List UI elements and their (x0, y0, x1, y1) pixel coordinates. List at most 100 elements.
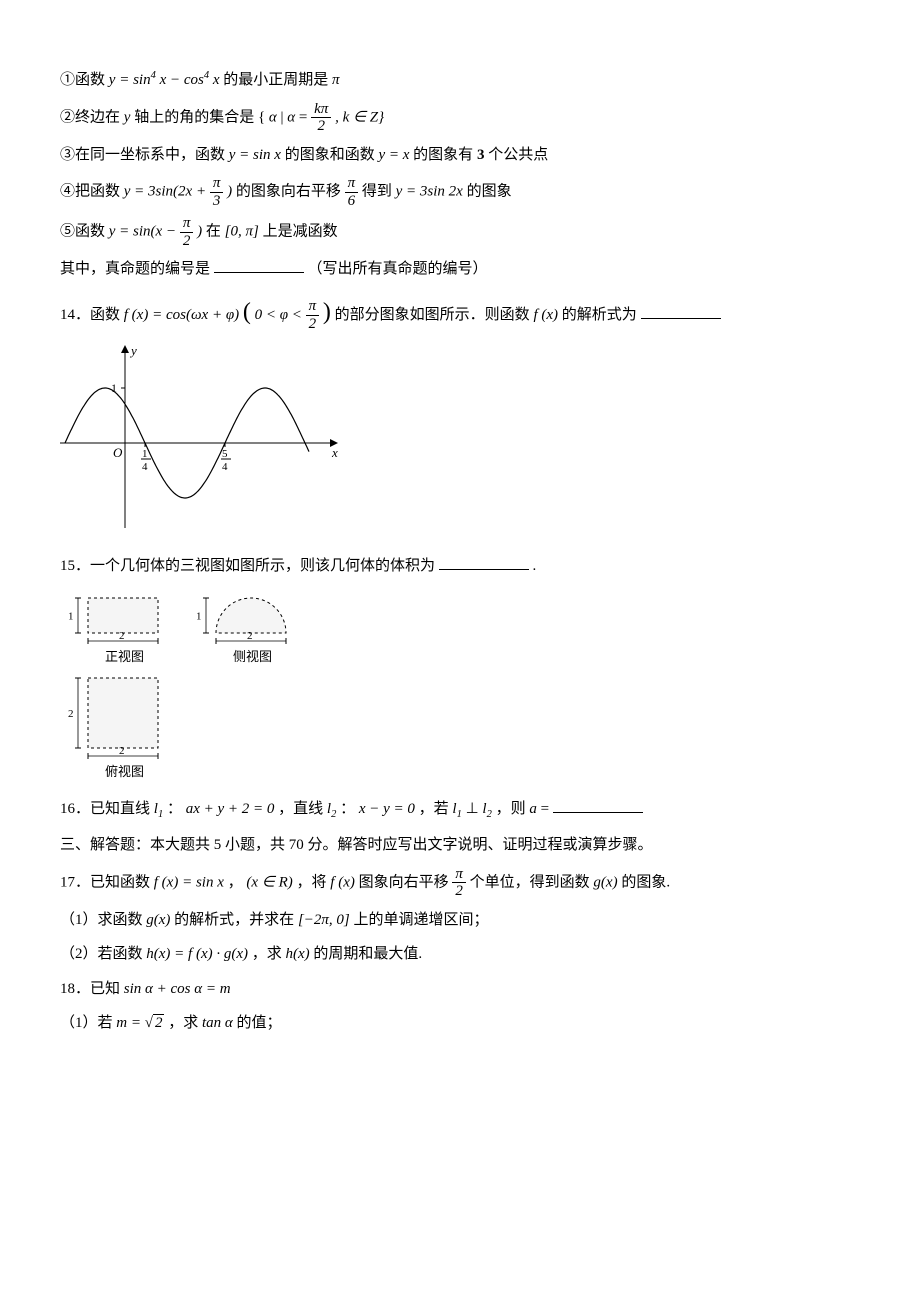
text: （1）若 (60, 1015, 116, 1031)
text: ，若 (419, 801, 453, 817)
text: ③在同一坐标系中，函数 (60, 147, 229, 163)
text: 的图象有 (413, 147, 477, 163)
text: 上的单调递增区间； (354, 912, 489, 928)
fraction: kπ 2 (311, 101, 331, 135)
tan: tan α (202, 1015, 233, 1031)
question-18-1: （1）若 m = √2 ，求 tan α 的值； (60, 1009, 860, 1038)
g: g(x) (146, 912, 170, 928)
question-17-1: （1）求函数 g(x) 的解析式，并求在 [−2π, 0] 上的单调递增区间； (60, 906, 860, 935)
answer-blank[interactable] (214, 257, 304, 273)
statement-2: ②终边在 y 轴上的角的集合是 { α | α = kπ 2 , k ∈ Z} (60, 101, 860, 135)
question-17-2: （2）若函数 h(x) = f (x) · g(x) ，求 h(x) 的周期和最… (60, 940, 860, 969)
svg-text:2: 2 (247, 630, 253, 642)
text: ①函数 (60, 72, 109, 88)
question-16: 16．已知直线 l1 ： ax + y + 2 = 0 ，直线 l2 ： x −… (60, 795, 860, 825)
math: y = sin4 x − cos4 x (109, 72, 224, 88)
text: 的周期和最大值. (313, 946, 422, 962)
svg-text:4: 4 (142, 461, 148, 473)
math: y = 3sin 2x (396, 183, 463, 199)
text: 的解析式，并求在 (174, 912, 298, 928)
text: 其中，真命题的编号是 (60, 261, 210, 277)
svg-text:1: 1 (68, 611, 74, 623)
l1: l1 (154, 801, 163, 817)
text: 得到 (362, 183, 396, 199)
eq1: ax + y + 2 = 0 (186, 801, 275, 817)
text: ④把函数 (60, 183, 124, 199)
svg-text:4: 4 (222, 461, 228, 473)
text: 14．函数 (60, 307, 124, 323)
svg-text:y: y (129, 343, 137, 358)
statement-4: ④把函数 y = 3sin(2x + π 3 ) 的图象向右平移 π 6 得到 … (60, 175, 860, 209)
text: 个单位，得到函数 (470, 874, 594, 890)
text: ，直线 (278, 801, 327, 817)
sqrt: √2 (145, 1014, 165, 1031)
svg-text:O: O (113, 445, 123, 460)
text: 轴上的角的集合是 { (134, 109, 265, 125)
math: y = x (378, 147, 409, 163)
eq: sin α + cos α = m (124, 981, 231, 997)
statement-5: ⑤函数 y = sin(x − π 2 ) 在 [0, π] 上是减函数 (60, 215, 860, 249)
text: 上是减函数 (263, 223, 338, 239)
text: ，则 (496, 801, 530, 817)
domain: (x ∈ R) (246, 874, 292, 890)
math: y = 3sin(2x + (124, 183, 210, 199)
g: g(x) (593, 874, 617, 890)
f: f (x) = sin x (154, 874, 224, 890)
side-view: 12侧视图 (188, 590, 298, 670)
paren-open: ( (243, 299, 251, 325)
cosine-chart: yxO11454 (60, 343, 860, 544)
text: 的解析式为 (562, 307, 637, 323)
l2: l2 (327, 801, 336, 817)
y-var: y (124, 109, 131, 125)
text: ②终边在 (60, 109, 124, 125)
text: （1）求函数 (60, 912, 146, 928)
svg-text:俯视图: 俯视图 (105, 764, 144, 779)
text: ⑤函数 (60, 223, 109, 239)
eq: = (299, 109, 311, 125)
eq: = (541, 801, 553, 817)
colon: ： (167, 801, 186, 817)
range: [0, π] (225, 223, 259, 239)
math: y = sin x (229, 147, 281, 163)
math: f (x) (533, 307, 558, 323)
text: 16．已知直线 (60, 801, 154, 817)
a: a (529, 801, 537, 817)
svg-text:x: x (331, 445, 338, 460)
chart-svg: yxO11454 (60, 343, 340, 533)
svg-text:2: 2 (119, 630, 125, 642)
views-row-2: 22俯视图 (60, 670, 860, 785)
math: f (x) = cos(ωx + φ) (124, 307, 239, 323)
question-18: 18．已知 sin α + cos α = m (60, 975, 860, 1004)
text: 的最小正周期是 (223, 72, 332, 88)
text: 17．已知函数 (60, 874, 154, 890)
bold3: 3 (477, 147, 485, 163)
text: 的部分图象如图所示．则函数 (335, 307, 534, 323)
text: 的值； (237, 1015, 282, 1031)
front-view: 1 2 正视图 (60, 590, 170, 670)
answer-blank[interactable] (641, 303, 721, 319)
text: ，求 (252, 946, 286, 962)
fraction: π 2 (452, 866, 466, 900)
perp: ⊥ (466, 801, 483, 817)
svg-text:正视图: 正视图 (105, 649, 144, 664)
svg-text:侧视图: 侧视图 (233, 649, 272, 664)
answer-blank[interactable] (553, 797, 643, 813)
eq2: x − y = 0 (359, 801, 415, 817)
colon: ： (340, 801, 359, 817)
text: 15．一个几何体的三视图如图所示，则该几何体的体积为 (60, 558, 435, 574)
svg-text:5: 5 (222, 448, 228, 460)
l2b: l2 (482, 801, 491, 817)
three-views: 1 2 正视图 1 2 侧视图 22俯视图 (60, 590, 860, 785)
fraction: π 2 (180, 215, 194, 249)
text: 的图象和函数 (285, 147, 379, 163)
fraction: π 2 (306, 298, 320, 332)
text: 图象向右平移 (359, 874, 453, 890)
h2: h(x) (286, 946, 310, 962)
math: y = sin(x − (109, 223, 180, 239)
paren-close: ) (323, 299, 331, 325)
l1b: l1 (452, 801, 461, 817)
alpha: α (287, 109, 295, 125)
answer-blank[interactable] (439, 554, 529, 570)
conclusion-line: 其中，真命题的编号是 （写出所有真命题的编号） (60, 255, 860, 284)
tail: , k ∈ Z} (335, 109, 384, 125)
